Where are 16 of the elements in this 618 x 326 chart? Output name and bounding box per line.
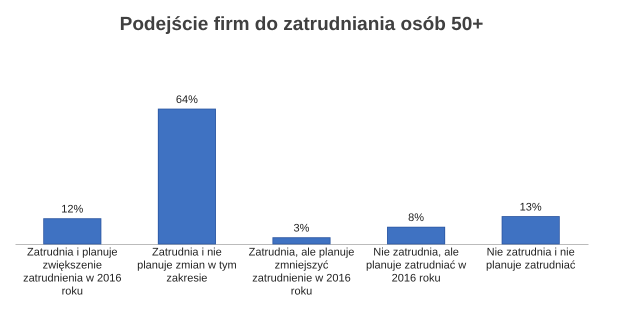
bar [158, 108, 216, 244]
data-label: 3% [294, 222, 310, 235]
bar [43, 218, 102, 244]
x-tick-label: Zatrudnia, ale planuje zmniejszyć zatrudnienie w 2016 roku [248, 246, 354, 298]
data-label: 64% [176, 94, 198, 106]
bar [502, 216, 560, 244]
x-tick-label: Zatrudnia i planuje zwiększenie zatrudnienia w 2016 roku [23, 246, 122, 298]
x-tick-label: Zatrudnia i nie planuje zmian w tym zakresie [137, 246, 237, 284]
bar [272, 237, 331, 244]
data-label: 13% [520, 202, 542, 214]
bar [387, 226, 446, 244]
data-label: 12% [61, 204, 84, 216]
x-tick-label: Nie zatrudnia, ale planuje zatrudniać w 2016 roku [366, 246, 466, 284]
chart-title: Podejście firm do zatrudniania osób 50+ [120, 14, 484, 35]
x-tick-label: Nie zatrudnia i nie planuje zatrudniać [486, 246, 576, 272]
data-label: 8% [408, 212, 424, 224]
